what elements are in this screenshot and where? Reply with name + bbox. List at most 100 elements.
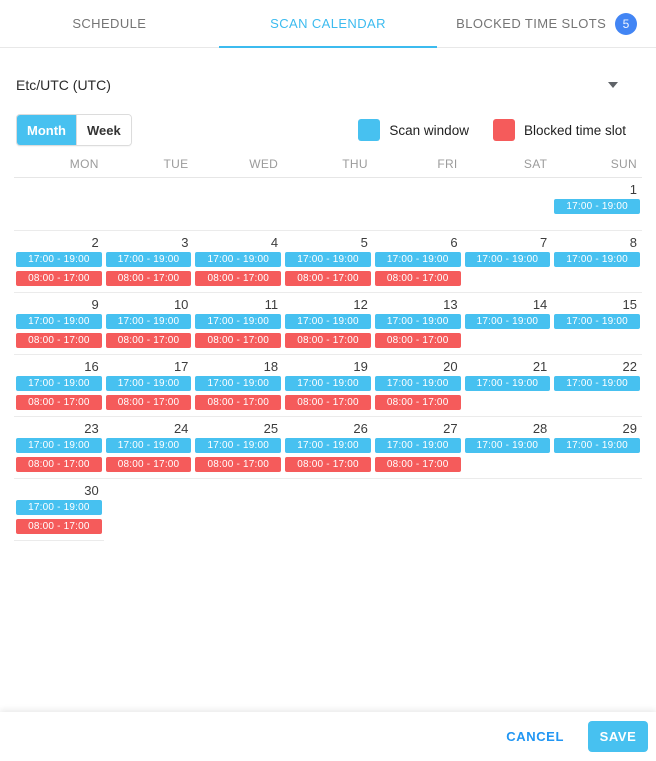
blocked-time-slot-event[interactable]: 08:00 - 17:00 [195,271,282,286]
month-calendar: MON TUE WED THU FRI SAT SUN 1 17:00 - 19:00 2 17:… [14,150,642,541]
tab-scan-calendar[interactable]: SCAN CALENDAR [218,0,438,48]
scan-window-event[interactable]: 17:00 - 19:00 [374,314,461,329]
blocked-time-slot-event[interactable]: 08:00 - 17:00 [105,271,192,286]
day-cell[interactable]: 27 17:00 - 19:00 08:00 - 17:00 [372,417,463,479]
day-cell[interactable]: 15 17:00 - 19:00 [552,293,642,355]
day-cell[interactable]: 16 17:00 - 19:00 08:00 - 17:00 [14,355,104,417]
save-button[interactable]: SAVE [588,721,648,752]
blocked-time-slot-event[interactable]: 08:00 - 17:00 [285,457,371,472]
day-cell[interactable]: 24 17:00 - 19:00 08:00 - 17:00 [103,417,194,479]
scan-window-event[interactable]: 17:00 - 19:00 [285,376,371,391]
scan-window-event[interactable]: 17:00 - 19:00 [16,376,102,391]
day-cell[interactable] [462,178,553,231]
month-view-button[interactable]: Month [17,115,76,145]
cancel-button[interactable]: CANCEL [492,720,578,753]
day-cell[interactable]: 14 17:00 - 19:00 [462,293,553,355]
scan-window-event[interactable]: 17:00 - 19:00 [195,376,282,391]
day-cell[interactable]: 7 17:00 - 19:00 [462,231,553,293]
day-cell[interactable]: 21 17:00 - 19:00 [462,355,553,417]
scan-window-event[interactable]: 17:00 - 19:00 [16,252,102,267]
day-number: 9 [91,297,99,312]
blocked-time-slot-event[interactable]: 08:00 - 17:00 [285,333,371,348]
scan-window-event[interactable]: 17:00 - 19:00 [374,252,461,267]
blocked-time-slot-event[interactable]: 08:00 - 17:00 [195,333,282,348]
blocked-time-slot-event[interactable]: 08:00 - 17:00 [16,457,102,472]
week-view-button[interactable]: Week [75,115,131,145]
day-cell[interactable]: 28 17:00 - 19:00 [462,417,553,479]
scan-window-event[interactable]: 17:00 - 19:00 [105,376,192,391]
day-cell[interactable]: 18 17:00 - 19:00 08:00 - 17:00 [193,355,284,417]
day-cell[interactable]: 20 17:00 - 19:00 08:00 - 17:00 [372,355,463,417]
day-cell[interactable]: 9 17:00 - 19:00 08:00 - 17:00 [14,293,104,355]
blocked-time-slot-event[interactable]: 08:00 - 17:00 [285,271,371,286]
day-cell[interactable] [14,178,104,231]
blocked-time-slot-event[interactable]: 08:00 - 17:00 [374,395,461,410]
scan-window-event[interactable]: 17:00 - 19:00 [554,199,640,214]
blocked-time-slot-event[interactable]: 08:00 - 17:00 [16,395,102,410]
blocked-time-slot-event[interactable]: 08:00 - 17:00 [374,333,461,348]
blocked-time-slot-event[interactable]: 08:00 - 17:00 [105,395,192,410]
blocked-time-slot-event[interactable]: 08:00 - 17:00 [105,333,192,348]
day-number: 8 [629,235,637,250]
scan-window-event[interactable]: 17:00 - 19:00 [105,314,192,329]
blocked-time-slot-event[interactable]: 08:00 - 17:00 [374,457,461,472]
legend-item-blocked-slot: Blocked time slot [492,119,626,141]
scan-window-event[interactable]: 17:00 - 19:00 [554,438,640,453]
day-cell[interactable]: 23 17:00 - 19:00 08:00 - 17:00 [14,417,104,479]
scan-window-event[interactable]: 17:00 - 19:00 [464,252,551,267]
blocked-time-slot-event[interactable]: 08:00 - 17:00 [16,271,102,286]
scan-window-event[interactable]: 17:00 - 19:00 [195,314,282,329]
day-cell[interactable]: 13 17:00 - 19:00 08:00 - 17:00 [372,293,463,355]
day-cell[interactable]: 19 17:00 - 19:00 08:00 - 17:00 [283,355,373,417]
day-cell[interactable]: 17 17:00 - 19:00 08:00 - 17:00 [103,355,194,417]
scan-window-event[interactable]: 17:00 - 19:00 [285,438,371,453]
scan-window-event[interactable]: 17:00 - 19:00 [554,314,640,329]
scan-window-event[interactable]: 17:00 - 19:00 [554,376,640,391]
blocked-time-slot-event[interactable]: 08:00 - 17:00 [195,457,282,472]
scan-window-event[interactable]: 17:00 - 19:00 [16,438,102,453]
day-cell[interactable]: 30 17:00 - 19:00 08:00 - 17:00 [14,479,104,541]
day-cell[interactable] [372,178,463,231]
day-cell[interactable] [103,178,194,231]
day-cell[interactable]: 2 17:00 - 19:00 08:00 - 17:00 [14,231,104,293]
day-cell[interactable]: 5 17:00 - 19:00 08:00 - 17:00 [283,231,373,293]
day-cell[interactable]: 25 17:00 - 19:00 08:00 - 17:00 [193,417,284,479]
day-header-row: MON TUE WED THU FRI SAT SUN [14,150,642,178]
blocked-time-slot-event[interactable]: 08:00 - 17:00 [105,457,192,472]
scan-window-event[interactable]: 17:00 - 19:00 [105,438,192,453]
day-cell[interactable] [193,178,284,231]
scan-window-event[interactable]: 17:00 - 19:00 [374,376,461,391]
scan-window-event[interactable]: 17:00 - 19:00 [16,500,102,515]
scan-window-event[interactable]: 17:00 - 19:00 [464,438,551,453]
blocked-time-slot-event[interactable]: 08:00 - 17:00 [16,519,102,534]
day-cell[interactable]: 12 17:00 - 19:00 08:00 - 17:00 [283,293,373,355]
scan-window-event[interactable]: 17:00 - 19:00 [554,252,640,267]
scan-window-event[interactable]: 17:00 - 19:00 [195,438,282,453]
day-cell[interactable]: 6 17:00 - 19:00 08:00 - 17:00 [372,231,463,293]
timezone-select[interactable]: Etc/UTC (UTC) [0,75,656,95]
day-cell[interactable]: 3 17:00 - 19:00 08:00 - 17:00 [103,231,194,293]
day-cell[interactable]: 8 17:00 - 19:00 [552,231,642,293]
tab-blocked-time-slots[interactable]: BLOCKED TIME SLOTS 5 [437,0,656,47]
day-cell[interactable]: 10 17:00 - 19:00 08:00 - 17:00 [103,293,194,355]
scan-window-event[interactable]: 17:00 - 19:00 [464,314,551,329]
day-cell[interactable] [283,178,373,231]
day-cell[interactable]: 11 17:00 - 19:00 08:00 - 17:00 [193,293,284,355]
blocked-time-slot-event[interactable]: 08:00 - 17:00 [16,333,102,348]
scan-window-event[interactable]: 17:00 - 19:00 [285,314,371,329]
day-cell[interactable]: 22 17:00 - 19:00 [552,355,642,417]
scan-window-event[interactable]: 17:00 - 19:00 [464,376,551,391]
scan-window-event[interactable]: 17:00 - 19:00 [374,438,461,453]
blocked-time-slot-event[interactable]: 08:00 - 17:00 [195,395,282,410]
day-cell[interactable]: 29 17:00 - 19:00 [552,417,642,479]
blocked-time-slot-event[interactable]: 08:00 - 17:00 [285,395,371,410]
scan-window-event[interactable]: 17:00 - 19:00 [105,252,192,267]
scan-window-event[interactable]: 17:00 - 19:00 [285,252,371,267]
day-cell[interactable]: 26 17:00 - 19:00 08:00 - 17:00 [283,417,373,479]
blocked-time-slot-event[interactable]: 08:00 - 17:00 [374,271,461,286]
scan-window-event[interactable]: 17:00 - 19:00 [195,252,282,267]
scan-window-event[interactable]: 17:00 - 19:00 [16,314,102,329]
day-cell[interactable]: 4 17:00 - 19:00 08:00 - 17:00 [193,231,284,293]
tab-schedule[interactable]: SCHEDULE [0,0,219,47]
day-cell[interactable]: 1 17:00 - 19:00 [552,178,642,231]
